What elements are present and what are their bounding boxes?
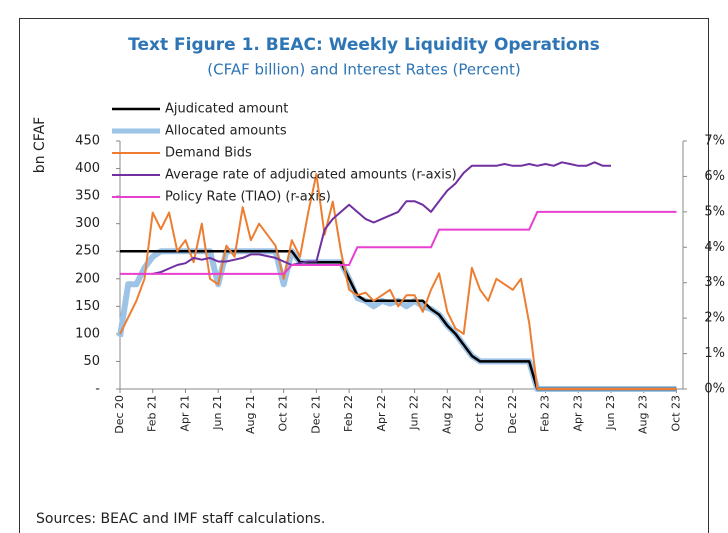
legend-label: Average rate of adjudicated amounts (r-a… (165, 168, 457, 183)
series-line (117, 248, 677, 392)
x-tick-label: Oct 21 (277, 395, 290, 432)
y2-tick-label: 4% (704, 240, 725, 255)
x-tick-label: Feb 23 (539, 395, 552, 432)
series-line (120, 249, 677, 391)
x-tick-label: Aug 21 (244, 395, 257, 434)
x-tick-label: Jun 21 (211, 395, 224, 431)
x-tick-label: Apr 21 (178, 395, 191, 432)
y-tick-label: 150 (75, 299, 100, 314)
x-tick-label: Jun 22 (408, 395, 421, 431)
legend-label: Allocated amounts (165, 124, 287, 139)
series-line (120, 210, 677, 275)
frame (19, 18, 709, 533)
x-tick-label: Feb 21 (146, 395, 159, 432)
y-tick-label: 100 (75, 326, 100, 341)
x-tick-label: Apr 22 (375, 395, 388, 432)
x-tick-label: Jun 23 (604, 395, 617, 431)
x-tick-label: Apr 23 (571, 395, 584, 432)
y-tick-label: 350 (75, 189, 100, 204)
y2-tick-label: 0% (704, 382, 725, 397)
x-tick-label: Oct 23 (669, 395, 682, 432)
x-tick-label: Aug 22 (440, 395, 453, 434)
y2-tick-label: 2% (704, 311, 725, 326)
y2-tick-label: 3% (704, 275, 725, 290)
chart-title: Text Figure 1. BEAC: Weekly Liquidity Op… (128, 35, 600, 55)
legend-label: Ajudicated amount (165, 102, 288, 117)
y-tick-label: 400 (75, 161, 100, 176)
x-tick-label: Dec 21 (309, 395, 322, 434)
x-tick-label: Dec 20 (113, 395, 126, 434)
x-tick-label: Oct 22 (473, 395, 486, 432)
x-tick-label: Feb 22 (342, 395, 355, 432)
chart-subtitle: (CFAF billion) and Interest Rates (Perce… (207, 61, 520, 79)
x-tick-label: Aug 23 (637, 395, 650, 434)
y-tick-label: - (95, 382, 100, 397)
x-tick-label: Dec 22 (506, 395, 519, 434)
y2-tick-label: 1% (704, 346, 725, 361)
source-note: Sources: BEAC and IMF staff calculations… (36, 511, 325, 527)
y2-tick-label: 6% (704, 169, 725, 184)
y-tick-label: 450 (75, 134, 100, 149)
y-tick-label: 200 (75, 271, 100, 286)
y2-tick-label: 5% (704, 204, 725, 219)
legend-label: Policy Rate (TIAO) (r-axis) (165, 190, 331, 205)
y-tick-label: 50 (83, 354, 100, 369)
y-axis-label: bn CFAF (32, 117, 48, 173)
y-tick-label: 300 (75, 216, 100, 231)
series-line (119, 173, 677, 390)
series-line (152, 161, 611, 275)
legend-label: Demand Bids (165, 146, 252, 161)
y-tick-label: 250 (75, 244, 100, 259)
y2-tick-label: 7% (704, 134, 725, 149)
